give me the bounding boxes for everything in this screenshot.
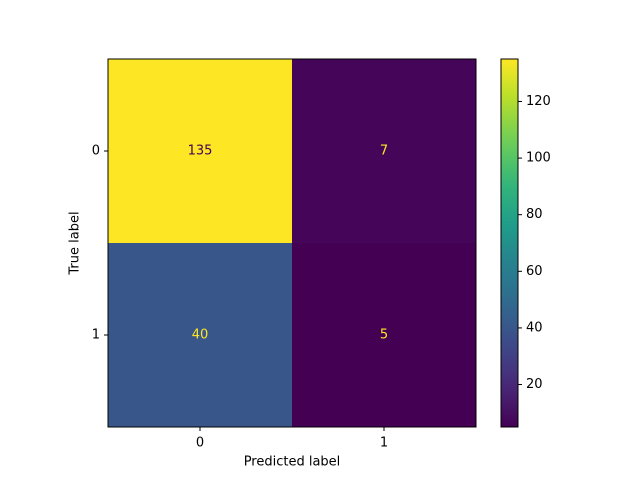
heatmap-cell (108, 59, 293, 244)
heatmap-cell (292, 243, 477, 428)
cell-label: 135 (188, 144, 213, 159)
y-axis-label: True label (68, 211, 83, 275)
x-axis-label: Predicted label (244, 455, 341, 470)
y-tick-label: 1 (92, 328, 100, 343)
plot-frame (107, 58, 477, 428)
colorbar-tick-label: 20 (526, 377, 543, 392)
x-tick-label: 1 (380, 436, 388, 451)
colorbar-tick-label: 120 (526, 94, 551, 109)
x-tick-label: 0 (196, 436, 204, 451)
heatmap-cell (108, 243, 293, 428)
y-tick-label: 0 (92, 144, 100, 159)
colorbar-tick-label: 100 (526, 151, 551, 166)
colorbar-tick-label: 60 (526, 264, 543, 279)
cell-label: 40 (192, 328, 209, 343)
colorbar (500, 58, 519, 428)
colorbar-tick-label: 40 (526, 320, 543, 335)
cell-label: 7 (380, 144, 388, 159)
colorbar-tick-label: 80 (526, 207, 543, 222)
cell-label: 5 (380, 328, 388, 343)
heatmap-cell (292, 59, 477, 244)
